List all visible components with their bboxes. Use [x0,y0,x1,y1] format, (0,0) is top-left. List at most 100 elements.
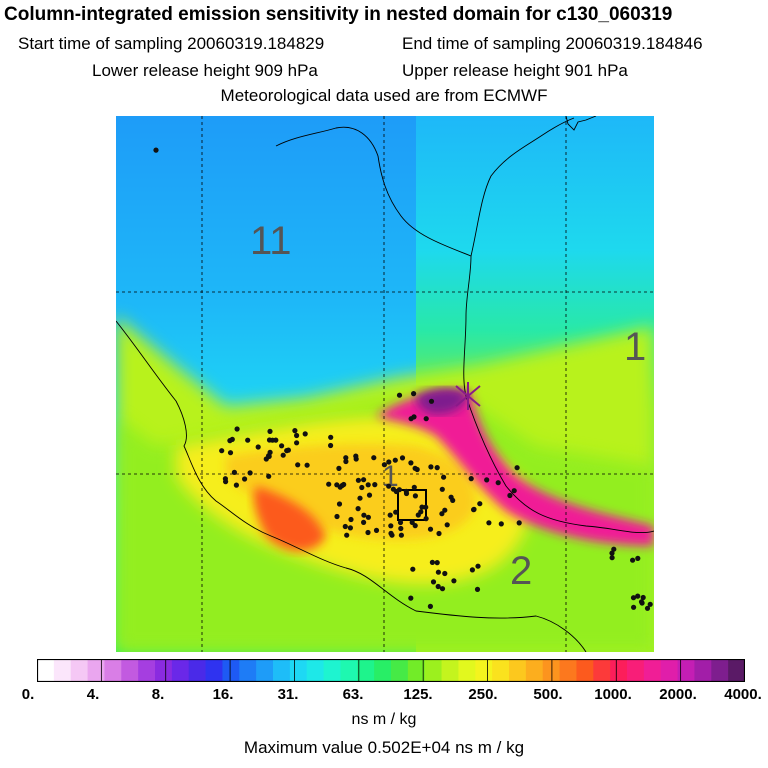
colorbar-tick-label: 4. [86,686,100,703]
source-point [344,532,350,538]
colorbar-cell [171,659,190,682]
purple-maximum [416,388,468,415]
colorbar-cell [222,659,240,682]
colorbar-tick-label: 1000. [594,686,632,703]
source-point [336,465,342,471]
maximum-value-text: Maximum value 0.502E+04 ns m / kg [243,738,525,757]
source-point [484,477,490,483]
source-point [439,511,445,517]
colorbar-cell [643,659,662,682]
colorbar-tick-label: 31. [277,686,299,703]
colorbar-cell [509,659,527,682]
source-point [361,519,367,525]
source-point [469,567,475,573]
colorbar-cell [525,659,544,682]
source-point [423,416,429,422]
colorbar-cell [87,659,105,682]
source-point [389,532,395,538]
start-time-text: Start time of sampling 20060319.184829 [18,34,325,53]
source-point [269,437,276,443]
colorbar-tick-label: 8. [151,686,165,703]
source-point [414,466,420,473]
source-point [635,555,641,561]
colorbar-tick-label: 16. [212,686,234,703]
upper-release-height-text: Upper release height 901 hPa [402,61,628,80]
source-point [495,480,501,486]
source-point [411,414,417,420]
colorbar-tick-label: 250. [468,686,498,703]
source-point [475,563,481,569]
source-point [267,428,273,434]
colorbar-cell [273,659,291,682]
source-point [343,455,349,461]
colorbar-cell [155,659,173,682]
colorbar-cell [424,659,442,682]
region-labels: 11 1 1 2 [250,219,646,593]
colorbar-cell [374,659,392,682]
source-point [427,526,434,532]
source-point [328,442,334,449]
source-point [343,458,349,465]
source-point [285,447,291,453]
source-point [498,521,504,527]
colorbar-cell [239,659,257,682]
source-point [434,465,440,471]
source-point [386,483,392,489]
source-point [611,546,617,552]
source-point [609,550,615,556]
source-point [336,501,343,507]
source-point [267,449,273,455]
colorbar-cell [188,659,206,682]
emission-sensitivity-map: 11 1 1 2 [116,116,654,652]
source-point [444,522,450,528]
source-point [387,512,393,518]
source-point [234,426,240,432]
source-point [355,506,361,512]
source-point [365,514,371,520]
source-point [223,479,229,485]
source-point [511,488,517,494]
coastline [116,116,654,652]
colorbar-cell [660,659,678,682]
source-point [451,578,457,584]
colorbar-cell [104,659,122,682]
source-point [219,448,225,454]
source-point [427,603,433,609]
source-point [397,519,404,526]
colorbar-cell [627,659,645,682]
source-point [640,594,646,601]
colorbar-cell [593,659,611,682]
region-label-2: 2 [510,549,532,593]
source-point [294,432,300,439]
source-point [428,398,435,404]
source-point [366,492,373,498]
source-point [365,529,371,536]
region-label-1-center: 1 [382,460,399,493]
source-point [398,532,404,538]
source-point [359,484,365,491]
source-point [242,476,248,482]
source-point [408,595,414,601]
source-point [411,391,417,397]
source-point [428,464,434,470]
red-hotspot [254,486,326,551]
source-point [295,462,301,468]
colorbar-tick-label: 125. [403,686,433,703]
units-label: ns m / kg [351,711,417,728]
source-point [227,450,234,456]
colorbar-cell [205,659,223,682]
source-point [280,452,286,458]
source-point [361,512,367,518]
source-point [245,437,251,443]
colorbar-tick-label: 63. [342,686,364,703]
colorbar-cell [694,659,712,682]
lower-release-height-text: Lower release height 909 hPa [92,61,318,80]
source-point [326,481,332,487]
colorbar-cell [441,659,459,682]
colorbar-cell [576,659,594,682]
source-point [292,428,298,434]
colorbar-cell [542,659,560,682]
source-point [247,470,253,476]
source-point [279,443,285,449]
source-point [644,605,651,611]
